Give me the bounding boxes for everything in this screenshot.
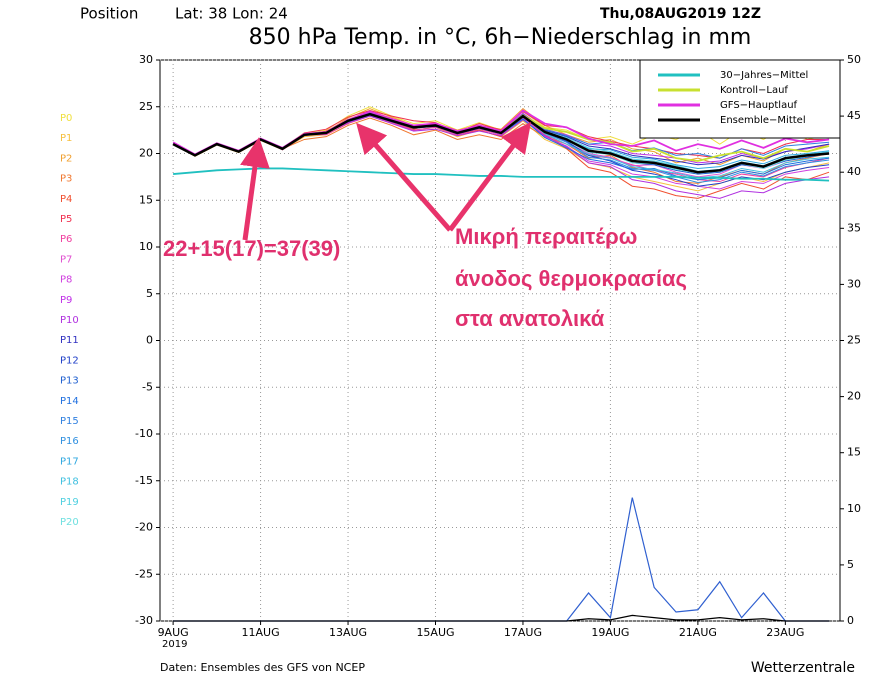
legend-entry: GFS−Hauptlauf (720, 100, 798, 111)
run-date: Thu,08AUG2019 12Z (600, 6, 761, 22)
legend-entry: P9 (60, 295, 72, 306)
x-tick-label: 23AUG (766, 626, 804, 639)
legend-entry: P10 (60, 315, 79, 326)
series-line (173, 614, 830, 622)
legend-entry: P16 (60, 436, 79, 447)
arrow (240, 137, 270, 241)
legend-entry: P12 (60, 355, 79, 366)
legend-entry: P6 (60, 234, 72, 245)
source: Daten: Ensembles des GFS von NCEP (160, 661, 365, 674)
legend-entry: P19 (60, 497, 79, 508)
y2-tick-label: 35 (847, 221, 861, 234)
brand: Wetterzentrale (751, 660, 855, 676)
arrow (448, 122, 531, 232)
y-tick-label: 25 (139, 100, 153, 113)
plot: -30 -25 -20 -15 -10 -5 0 5 10 15 20 25 30 0 5 10 15 20 25 3… (135, 53, 861, 639)
y-tick-label: 20 (139, 147, 153, 160)
lat-lon: Lat: 38 Lon: 24 (175, 5, 288, 23)
x-tick-label: 15AUG (416, 626, 454, 639)
y-tick-label: -15 (135, 474, 153, 487)
x-tick-label: 13AUG (329, 626, 367, 639)
arrows (240, 122, 531, 241)
legend-entry: P18 (60, 477, 79, 488)
x-year-label: 2019 (162, 639, 187, 650)
chart-title: 850 hPa Temp. in °C, 6h−Niederschlag in … (249, 25, 752, 50)
arrow (356, 122, 452, 232)
x-tick-label: 11AUG (242, 626, 280, 639)
position-label: Position (80, 5, 138, 23)
y2-tick-label: 45 (847, 109, 861, 122)
y-tick-label: 5 (146, 287, 153, 300)
legend-entry: P4 (60, 194, 72, 205)
x-tick-label: 17AUG (504, 626, 542, 639)
series-line (173, 167, 830, 182)
y2-tick-label: 15 (847, 446, 861, 459)
legend-entry: P15 (60, 416, 79, 427)
y2-tick-label: 10 (847, 502, 861, 515)
y2-tick-label: 30 (847, 277, 861, 290)
x-tick-label: 21AUG (679, 626, 717, 639)
legend-entry: P8 (60, 275, 72, 286)
legend-box (639, 59, 841, 139)
y-tick-label: 0 (146, 334, 153, 347)
y-tick-label: 15 (139, 193, 153, 206)
legend-entry: P1 (60, 133, 72, 144)
y2-tick-label: 20 (847, 390, 861, 403)
y-tick-label: -30 (135, 614, 153, 627)
legend-entry: P13 (60, 376, 79, 387)
legend-entry: P3 (60, 174, 72, 185)
legend-entry: P11 (60, 335, 79, 346)
y-tick-label: -5 (142, 380, 153, 393)
x-tick-label: 9AUG (158, 626, 189, 639)
series-line (173, 497, 830, 622)
legend-entry: P14 (60, 396, 79, 407)
legend-entry: P2 (60, 153, 72, 164)
annotation: Μικρή περαιτέρω (455, 224, 637, 249)
legend-entry: P5 (60, 214, 72, 225)
y2-tick-label: 0 (847, 614, 854, 627)
y2-tick-label: 25 (847, 334, 861, 347)
y2-tick-label: 5 (847, 558, 854, 571)
legend-entry: P20 (60, 517, 79, 528)
y-tick-label: -10 (135, 427, 153, 440)
legend-entry: Ensemble−Mittel (720, 115, 806, 126)
y2-tick-label: 40 (847, 165, 861, 178)
legend-entry: P7 (60, 254, 72, 265)
y2-tick-label: 50 (847, 53, 861, 66)
x-tick-label: 19AUG (591, 626, 629, 639)
legend-entry: P0 (60, 113, 72, 124)
y-tick-label: -20 (135, 521, 153, 534)
legend-entry: Kontroll−Lauf (720, 85, 788, 96)
y-tick-label: 30 (139, 53, 153, 66)
y-tick-label: 10 (139, 240, 153, 253)
y-tick-label: -25 (135, 567, 153, 580)
annotation: 22+15(17)=37(39) (163, 236, 340, 261)
annotation: άνοδος θερμοκρασίας (455, 266, 687, 291)
legend-entry: P17 (60, 456, 79, 467)
annotation: στα ανατολικά (455, 306, 605, 331)
legend-entry: 30−Jahres−Mittel (720, 70, 808, 81)
